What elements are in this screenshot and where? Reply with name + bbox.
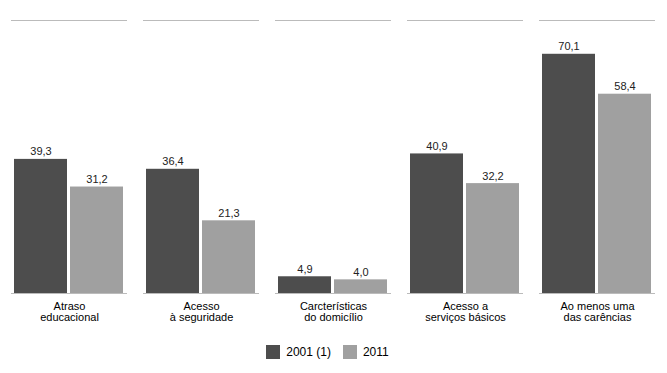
svg-text:58,4: 58,4 <box>614 80 635 92</box>
svg-text:4,9: 4,9 <box>297 263 312 275</box>
svg-text:39,3: 39,3 <box>30 145 51 157</box>
svg-text:32,2: 32,2 <box>482 170 503 182</box>
svg-text:36,4: 36,4 <box>162 155 183 167</box>
html-text:2001 (1): 2001 (1) <box>286 344 331 359</box>
svg-text:Atrasoeducacional: Atrasoeducacional <box>40 300 99 323</box>
svg-text:Ao menos umadas carências: Ao menos umadas carências <box>561 300 636 323</box>
svg-text:4,0: 4,0 <box>353 266 368 278</box>
svg-text:Acessoà seguridade: Acessoà seguridade <box>170 300 234 323</box>
svg-text:Carcterísticasdo domicílio: Carcterísticasdo domicílio <box>300 300 368 323</box>
svg-text:Acesso aserviços básicos: Acesso aserviços básicos <box>425 300 506 323</box>
svg-text:21,3: 21,3 <box>218 207 239 219</box>
html-text:2011: 2011 <box>362 344 389 359</box>
svg-text:70,1: 70,1 <box>558 40 579 52</box>
svg-text:40,9: 40,9 <box>426 140 447 152</box>
svg-text:31,2: 31,2 <box>86 173 107 185</box>
